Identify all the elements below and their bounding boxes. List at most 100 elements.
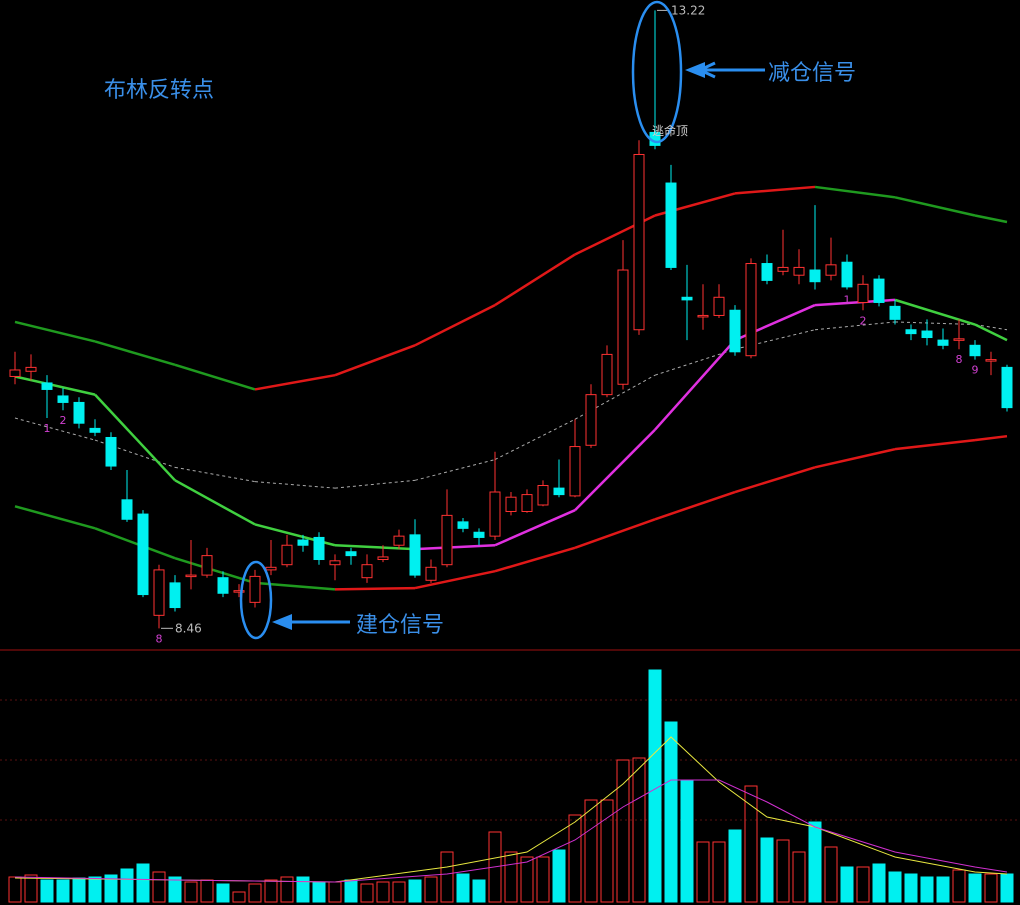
- band-line: [334, 344, 416, 377]
- candle-body: [393, 535, 405, 546]
- candle-body: [265, 566, 277, 571]
- volume-bar: [248, 883, 262, 903]
- candle-body: [153, 569, 165, 616]
- candle-body: [985, 359, 997, 362]
- candle-body: [793, 266, 805, 276]
- band-line: [894, 298, 976, 326]
- candle-body: [73, 401, 85, 424]
- candle-body: [553, 487, 565, 496]
- candle-body: [89, 427, 101, 433]
- candle-body: [297, 539, 309, 546]
- volume-bar: [440, 851, 454, 903]
- band-line: [14, 505, 96, 530]
- volume-average-line: [14, 779, 1008, 883]
- volume-bar: [184, 881, 198, 903]
- volume-bar: [936, 876, 950, 903]
- volume-bar: [24, 874, 38, 903]
- volume-bar: [152, 871, 166, 903]
- candle-body: [1001, 366, 1013, 409]
- candle-body: [105, 436, 117, 467]
- band-line: [14, 375, 96, 396]
- volume-bar: [264, 879, 278, 903]
- candle-body: [201, 555, 213, 576]
- sell-signal-label: 减仓信号: [768, 61, 856, 86]
- signal-ellipse: [631, 0, 683, 144]
- candle-body: [249, 575, 261, 603]
- candle-body: [137, 513, 149, 596]
- volume-bar: [424, 876, 438, 903]
- candle-body: [409, 534, 421, 576]
- volume-bar: [72, 877, 86, 903]
- candle-body: [185, 574, 197, 578]
- volume-bar: [680, 779, 694, 903]
- band-line: [974, 214, 1008, 224]
- band-line: [254, 481, 336, 489]
- candle-body: [761, 263, 773, 281]
- band-line: [814, 185, 896, 199]
- candle-body: [25, 366, 37, 372]
- top-label: 逃命顶: [652, 123, 688, 138]
- volume-bar: [664, 721, 678, 903]
- volume-bar: [1000, 873, 1014, 903]
- candle-body: [601, 353, 613, 396]
- candle-body: [937, 339, 949, 346]
- volume-bar: [760, 837, 774, 903]
- candle-body: [233, 590, 245, 593]
- candle-body: [617, 269, 629, 385]
- candle-body: [425, 566, 437, 581]
- band-line: [494, 418, 576, 461]
- low-price-label: 8.46: [175, 621, 202, 635]
- candle-body: [905, 329, 917, 335]
- candle-body: [569, 446, 581, 497]
- volume-bar: [88, 876, 102, 903]
- candle-body: [121, 499, 133, 520]
- count-label: 8: [156, 632, 163, 645]
- candle-body: [313, 536, 325, 561]
- candle-body: [665, 182, 677, 268]
- band-line: [654, 339, 736, 431]
- band-line: [174, 363, 256, 391]
- volume-bar: [136, 863, 150, 903]
- band-line: [14, 320, 96, 343]
- band-line: [174, 466, 256, 483]
- band-line: [414, 459, 496, 481]
- volume-bar: [984, 873, 998, 903]
- volume-bar: [808, 821, 822, 903]
- volume-bar: [552, 849, 566, 903]
- volume-bar: [104, 874, 118, 903]
- volume-bar: [392, 881, 406, 903]
- count-label: 2: [860, 314, 867, 327]
- volume-bar: [632, 757, 646, 903]
- band-line: [894, 321, 976, 326]
- candle-body: [969, 344, 981, 357]
- candle-body: [281, 544, 293, 566]
- band-line: [894, 438, 976, 451]
- volume-bar: [744, 785, 758, 903]
- candle-body: [441, 514, 453, 566]
- band-line: [654, 490, 736, 521]
- volume-bar: [280, 876, 294, 903]
- candle-body: [505, 496, 517, 512]
- candle-body: [537, 485, 549, 506]
- band-line: [494, 546, 576, 573]
- volume-bar: [56, 879, 70, 903]
- volume-bar: [712, 841, 726, 903]
- count-label: 9: [972, 364, 979, 377]
- volume-bar: [408, 879, 422, 903]
- volume-bar: [920, 876, 934, 903]
- band-line: [254, 581, 336, 591]
- band-line: [894, 196, 976, 217]
- count-label: 2: [60, 414, 67, 427]
- band-line: [254, 373, 336, 391]
- candle-body: [41, 382, 53, 390]
- band-line: [494, 509, 576, 547]
- candle-body: [777, 266, 789, 272]
- volume-bar: [968, 873, 982, 903]
- volume-bar: [600, 799, 614, 903]
- band-line: [574, 428, 656, 512]
- candle-body: [745, 263, 757, 357]
- volume-bar: [472, 879, 486, 903]
- candle-body: [697, 314, 709, 318]
- signal-arrowhead: [272, 614, 292, 630]
